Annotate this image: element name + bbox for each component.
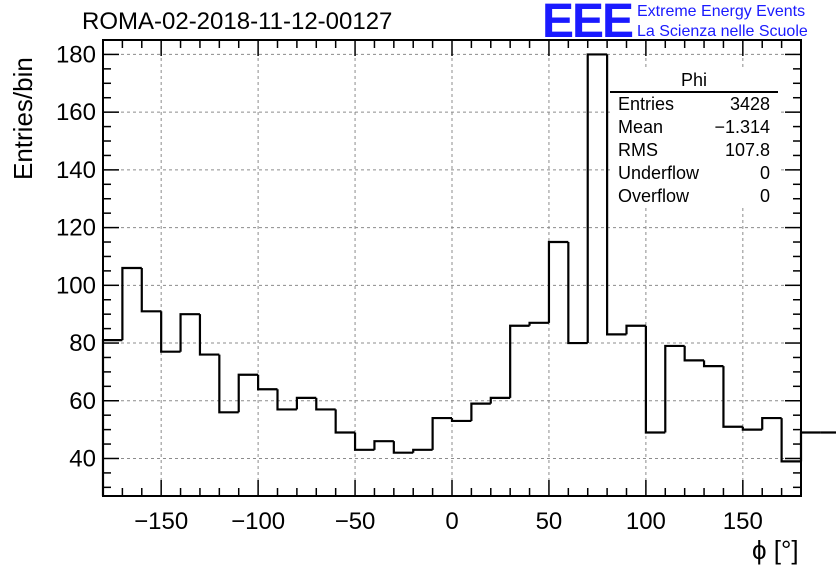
histogram-bin xyxy=(509,324,530,398)
y-tick-label: 160 xyxy=(56,99,96,126)
histogram-bin xyxy=(140,268,162,313)
histogram-bin xyxy=(780,418,801,463)
histogram-bin xyxy=(276,389,297,411)
x-tick-label: −50 xyxy=(335,508,376,535)
histogram-bin xyxy=(334,409,356,434)
histogram-bin xyxy=(353,432,375,451)
x-tick-label: 100 xyxy=(626,508,666,535)
y-tick-label: 40 xyxy=(69,445,96,472)
stats-row-mean: Mean −1.314 xyxy=(610,116,778,139)
stats-row-overflow: Overflow 0 xyxy=(610,185,778,208)
histogram-bin xyxy=(315,397,336,411)
stats-label: Mean xyxy=(618,117,664,137)
x-tick-label: 150 xyxy=(723,508,763,535)
stats-row-entries: Entries 3428 xyxy=(610,93,778,116)
histogram-bin xyxy=(470,402,491,421)
histogram-bin xyxy=(179,313,200,352)
histogram-bin xyxy=(606,54,627,336)
histogram-bin xyxy=(586,53,608,344)
stats-value: 0 xyxy=(759,163,770,183)
histogram-bin xyxy=(257,374,278,391)
histogram-bin xyxy=(741,426,763,431)
histogram-bin xyxy=(625,324,646,335)
logo-subtitle-line2: La Scienza nelle Scuole xyxy=(637,23,808,40)
x-tick-label: −100 xyxy=(231,508,285,535)
x-axis-label: ϕ [°] xyxy=(752,535,799,565)
histogram-bin xyxy=(218,354,239,414)
histogram-bin xyxy=(295,396,317,410)
histogram-bin xyxy=(664,344,685,433)
plot-frame xyxy=(102,39,802,497)
y-tick-label: 120 xyxy=(56,215,96,242)
histogram-bin xyxy=(412,448,433,453)
histogram-bin xyxy=(489,396,511,404)
tick-labels: −150 −100 −50 0 50 100 150 40 60 80 100 120 140 160 18… xyxy=(56,41,763,535)
histogram-bin xyxy=(528,321,549,326)
stats-row-rms: RMS 107.8 xyxy=(610,139,778,162)
eee-logo: EEE xyxy=(542,0,634,48)
stats-title: Phi xyxy=(610,70,778,93)
histogram-bin xyxy=(392,441,414,454)
y-tick-label: 140 xyxy=(56,157,96,184)
x-tick-label: 50 xyxy=(536,508,563,535)
stats-label: Underflow xyxy=(618,163,700,183)
stats-box: Phi Entries 3428 Mean −1.314 RMS 107.8 U… xyxy=(610,70,778,208)
y-axis-label: Entries/bin xyxy=(8,57,38,180)
stats-value: 3428 xyxy=(729,94,770,114)
y-tick-label: 180 xyxy=(56,41,96,68)
histogram-bin xyxy=(761,416,782,430)
stats-value: 0 xyxy=(759,186,770,206)
x-tick-label: −150 xyxy=(134,508,188,535)
histogram-bin xyxy=(237,373,259,413)
y-tick-label: 100 xyxy=(56,272,96,299)
histogram-bin xyxy=(431,416,452,450)
logo-subtitle-line1: Extreme Energy Events xyxy=(637,3,806,20)
histogram-bin xyxy=(722,366,743,428)
histogram-bin xyxy=(373,440,394,450)
chart-title: ROMA-02-2018-11-12-00127 xyxy=(82,8,393,35)
stats-label: Entries xyxy=(618,94,675,114)
stats-label: RMS xyxy=(618,140,658,160)
stats-row-underflow: Underflow 0 xyxy=(610,162,778,185)
x-tick-label: 0 xyxy=(445,508,458,535)
stats-value: −1.314 xyxy=(714,117,770,137)
histogram-bin xyxy=(644,325,666,434)
histogram-bin xyxy=(160,311,181,353)
y-tick-label: 60 xyxy=(69,388,96,415)
histogram-bin xyxy=(547,240,569,323)
stats-label: Overflow xyxy=(618,186,690,206)
histogram-bin xyxy=(702,360,724,368)
stats-value: 107.8 xyxy=(724,140,770,160)
histogram-bin xyxy=(450,418,472,423)
histogram-bin xyxy=(799,431,821,462)
axis-ticks xyxy=(102,39,802,496)
histogram-bin xyxy=(567,242,588,345)
y-tick-label: 80 xyxy=(69,330,96,357)
histogram-bin xyxy=(683,345,705,362)
histogram-bin xyxy=(198,314,220,356)
histogram-bin xyxy=(121,266,142,341)
